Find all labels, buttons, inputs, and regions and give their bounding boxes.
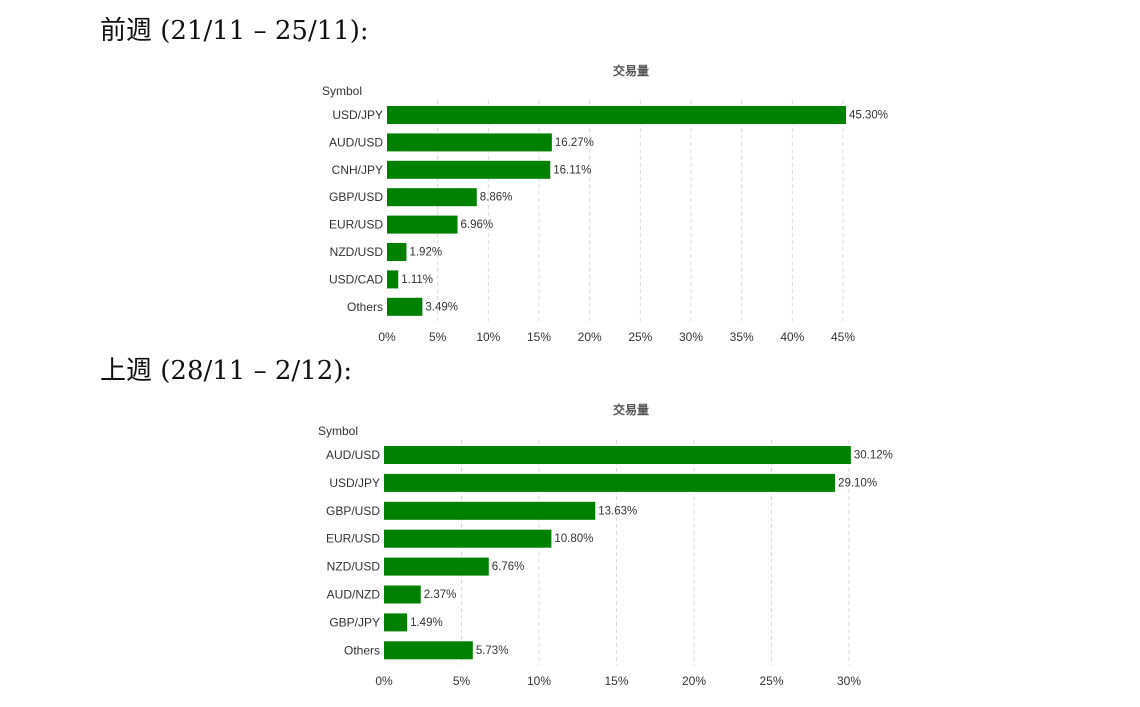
category-label: USD/JPY xyxy=(329,476,380,490)
bar xyxy=(387,297,423,316)
x-tick-label: 25% xyxy=(628,330,652,344)
category-label: GBP/JPY xyxy=(329,615,380,629)
volume-chart-previous-week: 交易量 Symbol USD/JPY 45.30% AUD/USD 16.27% CNH/J… xyxy=(322,63,888,344)
category-label: CNH/JPY xyxy=(332,163,383,177)
bar xyxy=(384,501,596,520)
section-heading-previous-week: 前週 (21/11 – 25/11): xyxy=(100,16,369,46)
x-tick-label: 15% xyxy=(527,330,551,344)
data-label: 45.30% xyxy=(849,110,888,122)
category-label: EUR/USD xyxy=(326,532,380,546)
category-label: AUD/USD xyxy=(329,135,383,149)
x-tick-label: 10% xyxy=(476,330,500,344)
chart-title: 交易量 xyxy=(613,402,649,417)
category-label: USD/JPY xyxy=(332,108,383,122)
data-label: 16.11% xyxy=(553,164,591,176)
bar xyxy=(387,160,551,179)
bar xyxy=(387,188,477,207)
category-label: AUD/USD xyxy=(326,448,380,462)
x-tick-label: 40% xyxy=(780,330,804,344)
x-tick-label: 5% xyxy=(453,674,471,688)
data-label: 30.12% xyxy=(854,450,893,462)
bar xyxy=(384,473,836,492)
bar xyxy=(387,133,552,152)
data-label: 2.37% xyxy=(424,589,457,601)
bar xyxy=(384,446,851,464)
data-label: 16.27% xyxy=(555,137,594,149)
x-tick-label: 20% xyxy=(682,674,706,688)
y-axis-title: Symbol xyxy=(318,424,358,438)
category-label: GBP/USD xyxy=(326,504,380,518)
data-label: 29.10% xyxy=(838,477,877,489)
x-tick-label: 35% xyxy=(730,330,754,344)
bar xyxy=(384,585,421,604)
x-tick-label: 0% xyxy=(378,330,396,344)
x-tick-label: 15% xyxy=(604,674,628,688)
x-tick-label: 20% xyxy=(578,330,602,344)
category-label: Others xyxy=(347,300,383,314)
category-label: EUR/USD xyxy=(329,218,383,232)
y-axis-title: Symbol xyxy=(322,84,362,98)
data-label: 8.86% xyxy=(480,192,513,204)
data-label: 1.11% xyxy=(401,274,433,286)
x-tick-label: 30% xyxy=(837,674,861,688)
data-label: 1.49% xyxy=(410,617,443,629)
category-label: USD/CAD xyxy=(329,272,383,286)
x-tick-label: 30% xyxy=(679,330,703,344)
category-label: AUD/NZD xyxy=(327,588,381,602)
bar xyxy=(384,529,552,548)
category-label: NZD/USD xyxy=(330,245,384,259)
data-label: 3.49% xyxy=(425,301,458,313)
volume-chart-last-week: 交易量 Symbol AUD/USD 30.12% USD/JPY 29.10% GBP/U… xyxy=(318,402,893,688)
category-label: NZD/USD xyxy=(327,560,381,574)
data-label: 5.73% xyxy=(476,645,509,657)
data-label: 6.96% xyxy=(461,219,494,231)
data-label: 1.92% xyxy=(409,247,442,259)
x-tick-label: 25% xyxy=(759,674,783,688)
chart-title: 交易量 xyxy=(613,63,649,78)
bar xyxy=(384,613,408,632)
x-tick-label: 0% xyxy=(375,674,393,688)
bar xyxy=(384,641,473,660)
x-tick-label: 5% xyxy=(429,330,447,344)
section-heading-last-week: 上週 (28/11 – 2/12): xyxy=(100,356,353,386)
data-label: 6.76% xyxy=(492,561,525,573)
bar xyxy=(387,215,458,234)
bar xyxy=(387,243,407,261)
data-label: 13.63% xyxy=(598,505,637,517)
bar xyxy=(387,270,399,289)
bar xyxy=(387,106,847,124)
x-tick-label: 10% xyxy=(527,674,551,688)
category-label: Others xyxy=(344,643,380,657)
category-label: GBP/USD xyxy=(329,190,383,204)
data-label: 10.80% xyxy=(554,533,593,545)
x-tick-label: 45% xyxy=(831,330,855,344)
bar xyxy=(384,557,489,576)
